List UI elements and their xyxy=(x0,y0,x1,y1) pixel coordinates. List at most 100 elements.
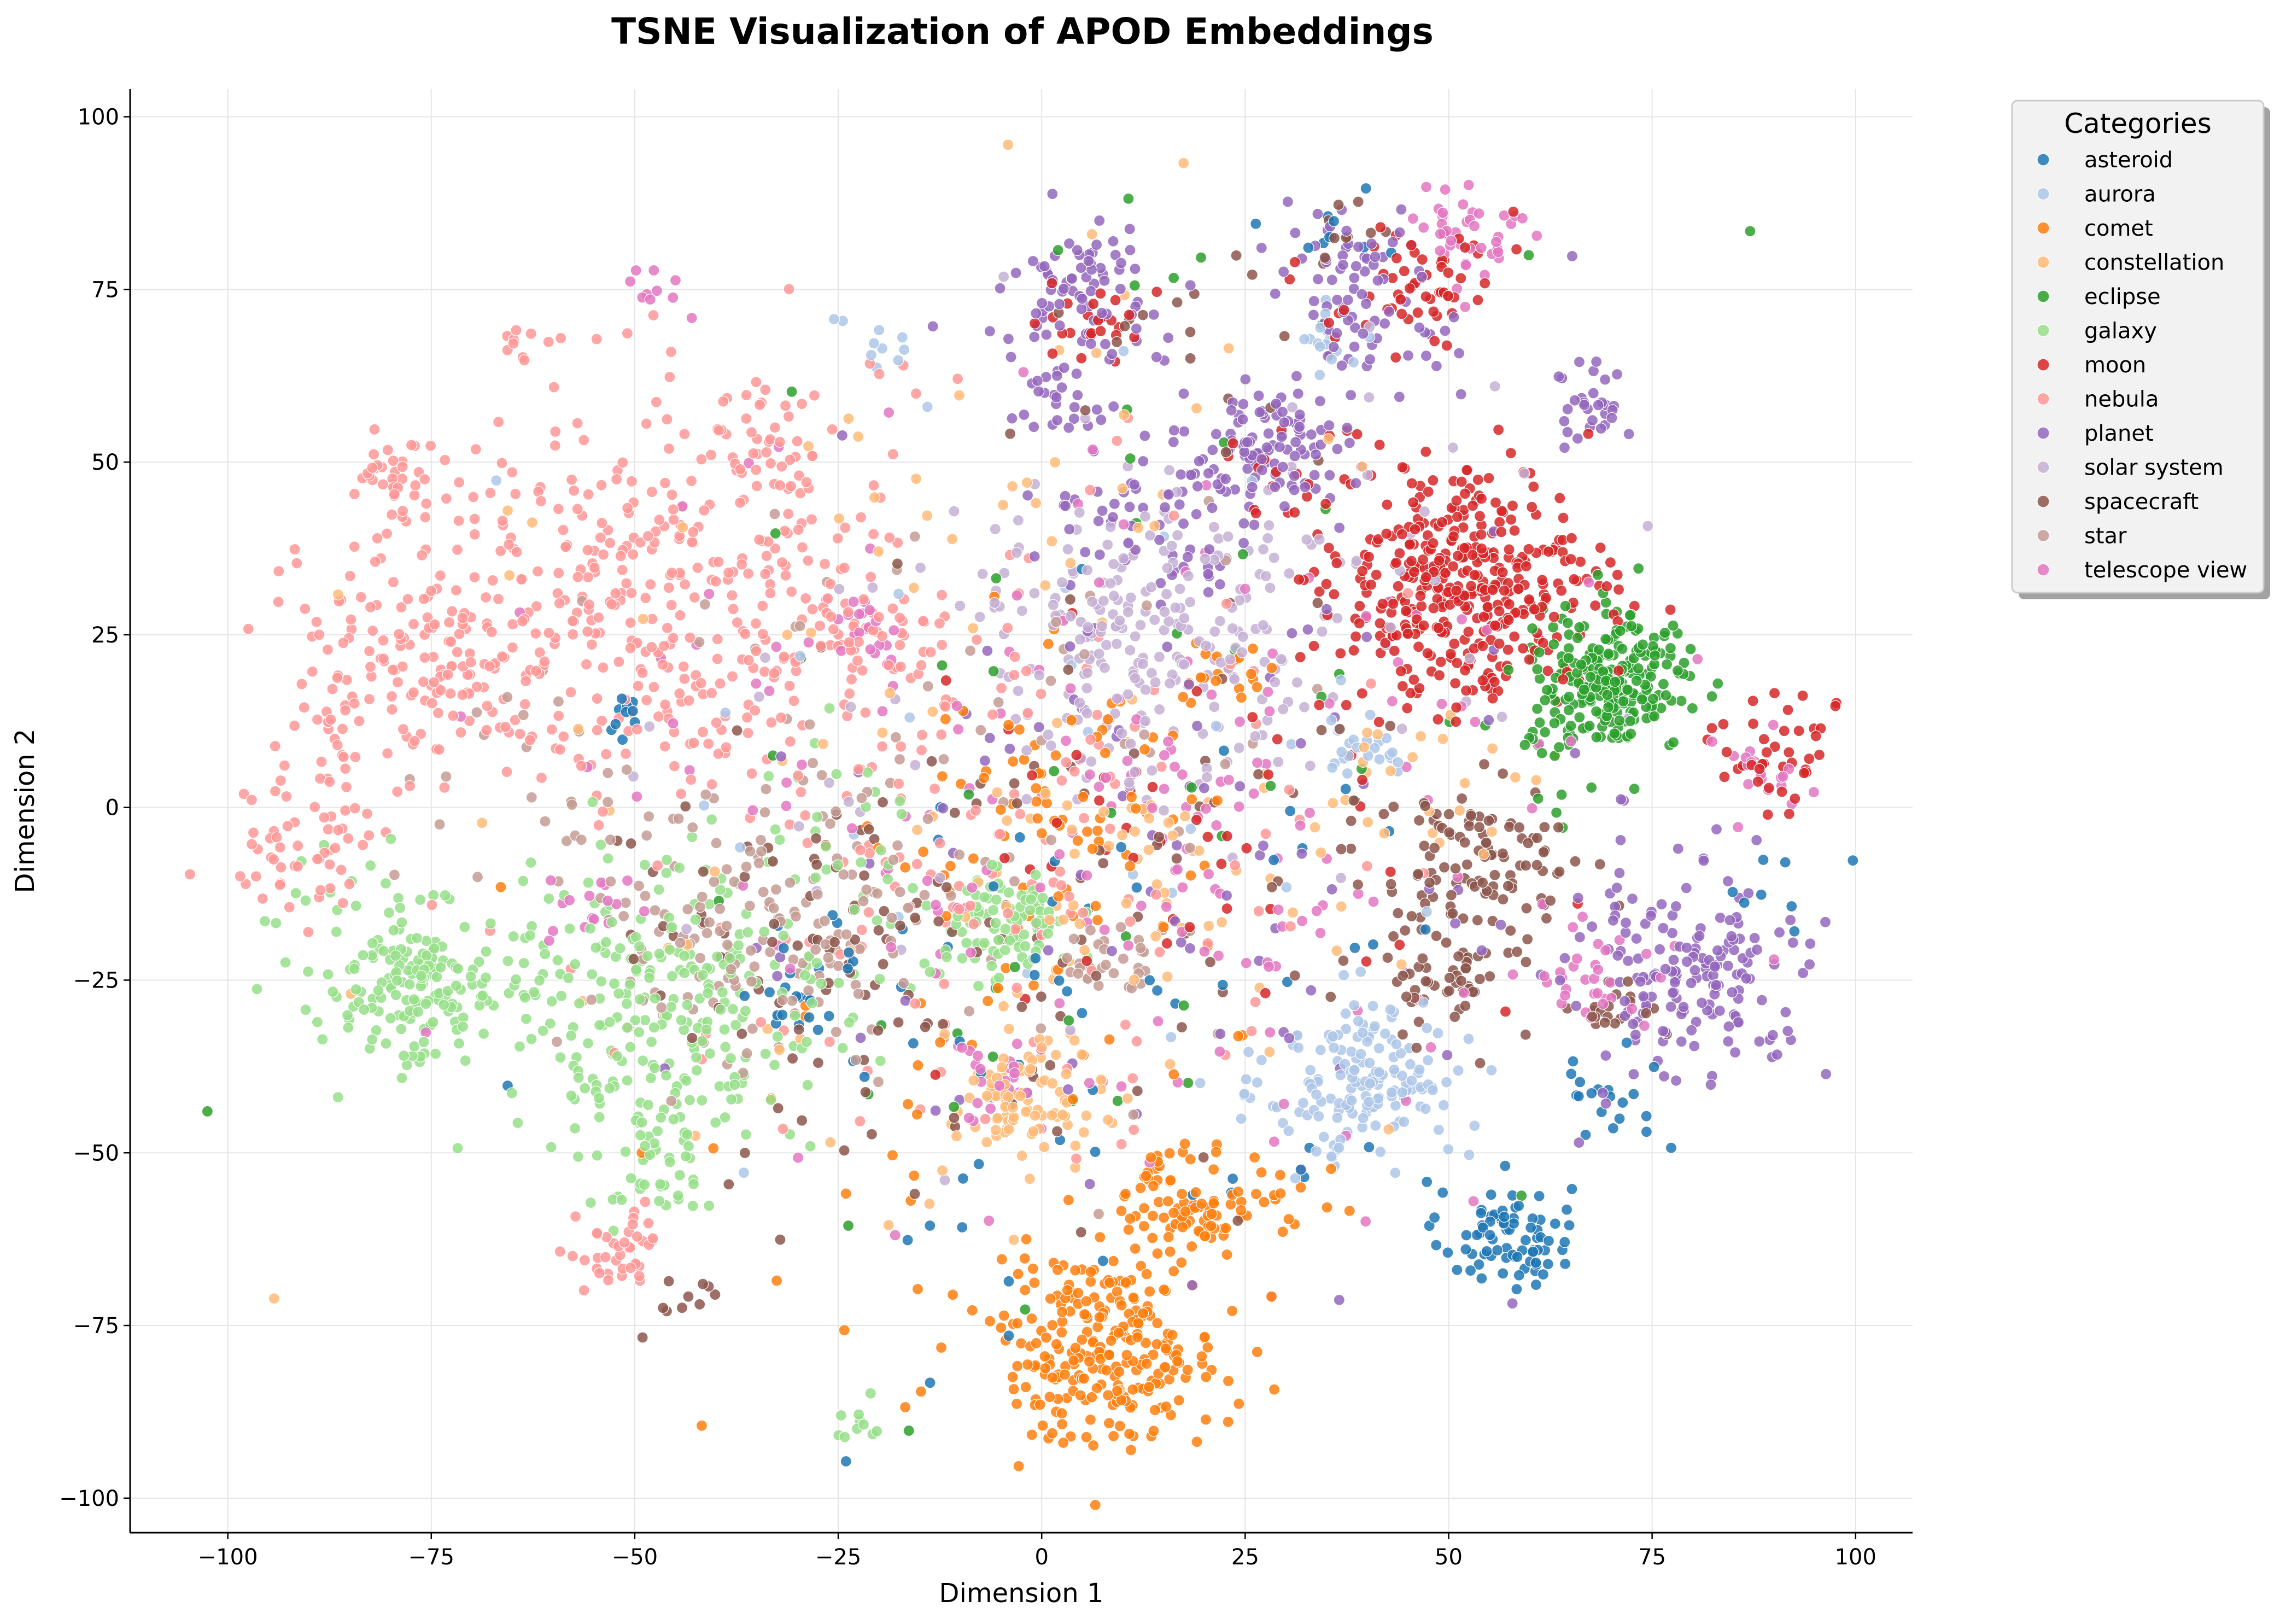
point-galaxy xyxy=(569,958,581,970)
point-galaxy xyxy=(758,926,770,938)
point-asteroid xyxy=(1476,1272,1488,1284)
point-nebula xyxy=(911,858,923,870)
point-galaxy xyxy=(350,983,362,996)
point-nebula xyxy=(296,678,308,690)
point-comet xyxy=(1179,1138,1191,1150)
point-moon xyxy=(1482,601,1494,613)
point-nebula xyxy=(624,617,636,629)
point-comet xyxy=(1040,797,1053,809)
point-moon xyxy=(1445,648,1457,660)
point-telescope-view xyxy=(1123,939,1135,951)
point-nebula xyxy=(661,413,673,425)
point-nebula xyxy=(453,628,465,640)
point-constellation xyxy=(843,413,855,425)
point-aurora xyxy=(1277,1117,1289,1129)
point-planet xyxy=(1177,518,1190,530)
point-planet xyxy=(1558,415,1570,427)
point-star xyxy=(566,798,578,811)
point-asteroid xyxy=(627,705,639,717)
point-comet xyxy=(1138,1202,1150,1214)
point-nebula xyxy=(613,656,625,668)
point-planet xyxy=(1190,508,1202,520)
point-spacecraft xyxy=(909,1188,921,1200)
point-galaxy xyxy=(849,903,861,916)
point-planet xyxy=(1159,501,1171,513)
point-aurora xyxy=(1335,1069,1347,1081)
point-nebula xyxy=(469,528,481,540)
point-telescope-view xyxy=(1152,1015,1164,1027)
point-nebula xyxy=(884,531,896,544)
point-nebula xyxy=(893,778,905,790)
point-nebula xyxy=(443,616,455,628)
point-asteroid xyxy=(1621,1037,1633,1049)
point-planet xyxy=(984,732,996,744)
point-moon xyxy=(1271,733,1283,745)
point-nebula xyxy=(646,641,658,653)
point-comet xyxy=(1143,1381,1155,1393)
point-planet xyxy=(1130,544,1142,556)
point-spacecraft xyxy=(876,796,889,808)
point-nebula xyxy=(778,651,790,663)
point-telescope-view xyxy=(951,700,963,712)
point-spacecraft xyxy=(1477,877,1489,889)
point-galaxy xyxy=(414,893,426,906)
point-spacecraft xyxy=(1413,1016,1425,1028)
point-nebula xyxy=(839,522,851,534)
point-planet xyxy=(1312,273,1324,285)
point-moon xyxy=(1384,866,1396,878)
point-moon xyxy=(1392,580,1404,592)
point-spacecraft xyxy=(1230,249,1242,261)
point-eclipse xyxy=(1539,726,1551,738)
point-moon xyxy=(1594,542,1606,554)
point-asteroid xyxy=(1559,1236,1571,1248)
point-solar-system xyxy=(1286,401,1299,413)
point-moon xyxy=(1420,571,1432,583)
point-nebula xyxy=(283,901,295,913)
point-asteroid xyxy=(1527,1246,1539,1258)
point-solar-system xyxy=(948,505,960,517)
point-galaxy xyxy=(978,937,991,949)
point-eclipse xyxy=(1671,664,1684,676)
point-star xyxy=(892,839,904,851)
point-spacecraft xyxy=(1443,808,1455,820)
point-planet xyxy=(1506,1298,1518,1310)
point-comet xyxy=(1087,1439,1100,1452)
point-telescope-view xyxy=(638,905,650,918)
point-moon xyxy=(1373,439,1385,451)
point-comet xyxy=(1008,1383,1020,1395)
point-nebula xyxy=(568,484,580,496)
point-nebula xyxy=(774,436,786,448)
point-planet xyxy=(1710,979,1722,991)
point-moon xyxy=(1348,644,1360,657)
point-eclipse xyxy=(786,385,798,398)
point-galaxy xyxy=(412,1006,424,1018)
point-aurora xyxy=(1486,1064,1498,1076)
point-planet xyxy=(1124,244,1136,256)
point-planet xyxy=(1615,793,1627,805)
point-nebula xyxy=(1284,920,1296,932)
point-planet xyxy=(1483,714,1495,726)
point-moon xyxy=(1417,553,1429,566)
point-nebula xyxy=(554,744,566,756)
point-comet xyxy=(1127,1383,1139,1395)
point-asteroid xyxy=(956,1221,968,1234)
point-nebula xyxy=(337,751,349,763)
point-nebula xyxy=(496,457,508,469)
point-spacecraft xyxy=(786,1053,799,1065)
point-galaxy xyxy=(539,948,551,960)
point-nebula xyxy=(404,780,416,792)
point-constellation xyxy=(1372,728,1384,740)
point-planet xyxy=(1343,437,1355,449)
point-eclipse xyxy=(842,1219,855,1232)
point-solar-system xyxy=(1182,570,1194,582)
point-galaxy xyxy=(606,916,618,928)
point-nebula xyxy=(483,661,496,673)
point-aurora xyxy=(1432,1027,1444,1039)
point-nebula xyxy=(776,557,788,569)
point-asteroid xyxy=(1218,745,1230,757)
point-galaxy xyxy=(524,930,536,942)
point-nebula xyxy=(640,592,652,604)
point-planet xyxy=(1290,370,1302,382)
point-moon xyxy=(1095,325,1107,337)
point-nebula xyxy=(674,687,686,699)
